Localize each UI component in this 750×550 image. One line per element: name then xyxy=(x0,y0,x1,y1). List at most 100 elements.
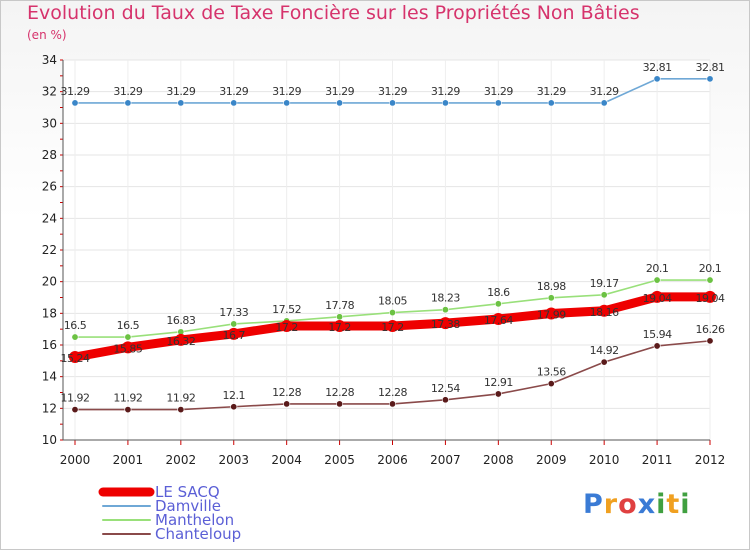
data-label-manthelon: 20.1 xyxy=(699,262,722,275)
logo-letter: r xyxy=(603,489,619,520)
data-point-chanteloup xyxy=(441,396,449,404)
data-point-chanteloup xyxy=(283,400,291,408)
data-point-chanteloup xyxy=(71,406,79,414)
data-label-le-sacq: 16.32 xyxy=(166,335,195,348)
data-point-damville xyxy=(653,75,661,83)
data-label-damville: 32.81 xyxy=(643,61,672,74)
data-label-chanteloup: 11.92 xyxy=(166,392,195,405)
data-label-chanteloup: 13.56 xyxy=(537,366,566,379)
y-tick-label: 14 xyxy=(42,370,57,384)
data-point-le-sacq xyxy=(121,341,134,354)
y-tick-label: 24 xyxy=(42,211,57,225)
data-label-le-sacq: 17.64 xyxy=(484,314,513,327)
data-label-le-sacq: 19.04 xyxy=(696,292,725,305)
data-label-damville: 31.29 xyxy=(113,85,142,98)
y-tick-label: 20 xyxy=(42,275,57,289)
data-point-damville xyxy=(706,75,714,83)
data-point-damville xyxy=(494,99,502,107)
x-tick-label: 2002 xyxy=(166,453,197,467)
data-label-le-sacq: 17.38 xyxy=(431,318,460,331)
data-point-damville xyxy=(336,99,344,107)
data-point-manthelon xyxy=(494,300,502,308)
data-label-chanteloup: 12.28 xyxy=(325,386,354,399)
chart-title: Evolution du Taux de Taxe Foncière sur l… xyxy=(27,2,640,24)
x-tick-label: 2008 xyxy=(483,453,514,467)
y-tick-label: 10 xyxy=(42,433,57,447)
data-label-manthelon: 20.1 xyxy=(646,262,669,275)
data-point-chanteloup xyxy=(706,337,714,345)
data-point-damville xyxy=(71,99,79,107)
data-point-le-sacq xyxy=(492,313,505,326)
data-label-damville: 31.29 xyxy=(325,85,354,98)
data-point-chanteloup xyxy=(494,390,502,398)
data-point-le-sacq xyxy=(439,317,452,330)
data-label-damville: 31.29 xyxy=(431,85,460,98)
data-point-manthelon xyxy=(441,306,449,314)
data-label-le-sacq: 18.16 xyxy=(590,306,619,319)
logo-letter: x xyxy=(637,489,657,520)
data-label-damville: 31.29 xyxy=(484,85,513,98)
data-label-damville: 31.29 xyxy=(61,85,90,98)
data-point-manthelon xyxy=(336,313,344,321)
data-label-manthelon: 16.5 xyxy=(117,319,140,332)
data-label-damville: 31.29 xyxy=(590,85,619,98)
data-point-le-sacq xyxy=(704,290,716,303)
data-point-damville xyxy=(283,99,291,107)
data-point-le-sacq xyxy=(227,327,240,340)
data-label-chanteloup: 12.91 xyxy=(484,376,513,389)
data-label-chanteloup: 15.94 xyxy=(643,328,672,341)
y-tick-label: 16 xyxy=(42,338,57,352)
unit-label: (en %) xyxy=(27,28,67,42)
data-point-damville xyxy=(600,99,608,107)
data-point-chanteloup xyxy=(388,400,396,408)
data-label-manthelon: 18.98 xyxy=(537,280,566,293)
y-tick-label: 18 xyxy=(42,306,57,320)
data-point-le-sacq xyxy=(333,320,346,332)
data-point-chanteloup xyxy=(600,358,608,366)
data-point-manthelon xyxy=(388,309,396,317)
data-point-chanteloup xyxy=(124,406,132,414)
y-tick-label: 34 xyxy=(42,53,57,67)
data-label-damville: 31.29 xyxy=(378,85,407,98)
data-point-le-sacq xyxy=(174,333,187,346)
data-point-le-sacq xyxy=(386,320,399,332)
logo-letter: P xyxy=(583,489,604,520)
y-tick-label: 22 xyxy=(42,243,57,257)
data-label-damville: 31.29 xyxy=(219,85,248,98)
data-label-le-sacq: 15.85 xyxy=(113,342,142,355)
data-label-manthelon: 17.52 xyxy=(272,303,301,316)
data-point-damville xyxy=(547,99,555,107)
data-label-chanteloup: 11.92 xyxy=(61,392,90,405)
data-point-damville xyxy=(388,99,396,107)
data-point-damville xyxy=(230,99,238,107)
data-label-manthelon: 16.83 xyxy=(166,314,195,327)
data-point-le-sacq xyxy=(651,290,664,303)
data-label-manthelon: 18.05 xyxy=(378,295,407,308)
data-label-manthelon: 18.6 xyxy=(487,286,510,299)
x-tick-label: 2007 xyxy=(430,453,461,467)
data-point-damville xyxy=(177,99,185,107)
data-point-manthelon xyxy=(706,276,714,284)
data-label-le-sacq: 16.7 xyxy=(223,329,246,342)
data-point-chanteloup xyxy=(653,342,661,350)
data-label-chanteloup: 12.28 xyxy=(378,386,407,399)
legend-label-le-sacq: LE SACQ xyxy=(155,483,220,501)
legend-label-damville: Damville xyxy=(155,497,221,515)
logo-letter: o xyxy=(618,489,638,520)
legend-label-manthelon: Manthelon xyxy=(155,511,234,529)
data-label-manthelon: 17.33 xyxy=(219,306,248,319)
data-point-le-sacq xyxy=(69,351,81,364)
data-point-manthelon xyxy=(547,294,555,302)
logo-letter: i xyxy=(656,489,667,520)
data-label-le-sacq: 17.2 xyxy=(328,321,351,334)
x-tick-label: 2001 xyxy=(113,453,144,467)
data-label-manthelon: 18.23 xyxy=(431,292,460,305)
data-label-chanteloup: 14.92 xyxy=(590,344,619,357)
x-tick-label: 2010 xyxy=(589,453,620,467)
data-label-le-sacq: 15.24 xyxy=(61,352,90,365)
data-label-manthelon: 16.5 xyxy=(64,319,87,332)
data-label-chanteloup: 12.1 xyxy=(223,389,246,402)
data-point-chanteloup xyxy=(336,400,344,408)
data-label-le-sacq: 17.2 xyxy=(381,321,404,334)
